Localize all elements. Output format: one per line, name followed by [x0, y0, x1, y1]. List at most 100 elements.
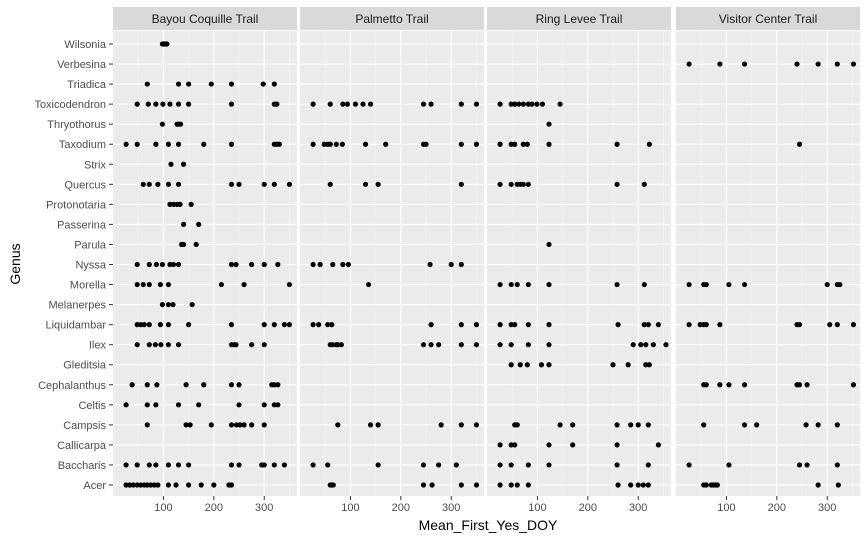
x-axis-title: Mean_First_Yes_DOY — [419, 517, 558, 533]
point-triadica — [208, 81, 214, 87]
point-taxodium — [362, 141, 369, 147]
point-gleditsia — [524, 362, 530, 368]
point-acer — [155, 482, 161, 488]
point-morella — [824, 281, 830, 288]
point-campsis — [261, 422, 267, 428]
point-morella — [286, 281, 293, 288]
point-baccharis — [508, 462, 514, 468]
point-toxicodendron — [134, 101, 140, 107]
point-ilex — [249, 342, 255, 348]
point-acer — [420, 482, 427, 488]
point-melanerpes — [165, 301, 172, 308]
point-acer — [211, 482, 217, 488]
point-baccharis — [726, 462, 732, 468]
point-toxicodendron — [520, 101, 526, 107]
point-baccharis — [453, 462, 459, 468]
point-baccharis — [804, 462, 810, 468]
point-ilex — [158, 342, 164, 348]
y-tick-label: Acer — [83, 480, 106, 492]
point-cephalanthus — [154, 382, 160, 388]
point-passerina — [180, 221, 187, 228]
x-tick-label: 100 — [717, 502, 735, 514]
panel-strip — [113, 7, 297, 30]
y-tick-label: Callicarpa — [57, 440, 107, 452]
point-campsis — [375, 422, 381, 428]
y-axis: Acer Baccharis Callicarpa Campsis Celtis Ceph… — [34, 39, 113, 492]
point-liquidambar — [850, 322, 857, 328]
point-celtis — [153, 402, 159, 408]
point-toxicodendron — [310, 101, 316, 107]
point-protonotaria — [188, 201, 194, 207]
point-toxicodendron — [420, 101, 427, 107]
point-liquidambar — [645, 322, 651, 328]
point-quercus — [520, 181, 526, 187]
point-liquidambar — [186, 322, 192, 328]
point-toxicodendron — [367, 101, 374, 107]
point-morella — [614, 281, 620, 288]
point-baccharis — [236, 462, 242, 468]
point-taxodium — [473, 141, 480, 147]
point-quercus — [362, 181, 369, 187]
point-campsis — [514, 422, 520, 428]
point-baccharis — [497, 462, 503, 468]
point-liquidambar — [655, 322, 661, 328]
point-taxodium — [512, 141, 518, 147]
point-toxicodendron — [497, 101, 503, 107]
y-tick-label: Liquidambar — [45, 320, 106, 332]
point-liquidambar — [316, 322, 322, 328]
point-liquidambar — [286, 322, 293, 328]
y-tick-label: Melanerpes — [49, 300, 107, 312]
x-tick-label: 200 — [205, 502, 223, 514]
point-morella — [218, 281, 224, 288]
point-quercus — [641, 181, 647, 187]
point-verbesina — [794, 61, 800, 67]
point-acer — [815, 482, 821, 488]
point-baccharis — [525, 462, 531, 468]
point-strix — [180, 161, 187, 167]
point-baccharis — [546, 462, 552, 468]
y-tick-label: Strix — [84, 159, 107, 171]
point-cephalanthus — [275, 382, 281, 388]
point-taxodium — [276, 141, 282, 147]
point-ilex — [630, 342, 636, 348]
point-liquidambar — [615, 322, 621, 328]
point-ilex — [428, 342, 434, 348]
point-quercus — [286, 181, 293, 187]
point-acer — [228, 482, 235, 488]
point-celtis — [196, 402, 202, 408]
panel-strip-label: Bayou Coquille Trail — [152, 12, 259, 26]
point-baccharis — [165, 462, 172, 468]
point-celtis — [144, 402, 150, 408]
point-nyssa — [261, 261, 267, 268]
point-campsis — [570, 422, 576, 428]
panel-strip-label: Palmetto Trail — [355, 12, 428, 26]
point-toxicodendron — [344, 101, 350, 107]
x-tick-label: 300 — [442, 502, 460, 514]
point-toxicodendron — [352, 101, 359, 107]
x-tick-label: 200 — [392, 502, 410, 514]
point-morella — [241, 281, 247, 288]
point-campsis — [144, 422, 150, 428]
point-campsis — [557, 422, 563, 428]
panel-background — [676, 31, 860, 496]
point-taxodium — [165, 141, 172, 147]
point-morella — [525, 281, 531, 288]
point-triadica — [271, 81, 277, 87]
point-nyssa — [340, 261, 346, 268]
point-toxicodendron — [167, 101, 173, 107]
point-toxicodendron — [274, 101, 280, 107]
point-campsis — [645, 422, 651, 428]
point-toxicodendron — [340, 101, 346, 107]
point-morella — [134, 281, 140, 288]
point-cephalanthus — [804, 382, 810, 388]
point-nyssa — [427, 261, 433, 268]
y-tick-label: Nyssa — [75, 260, 106, 272]
x-tick-label: 100 — [341, 502, 359, 514]
point-acer — [645, 482, 651, 488]
point-liquidambar — [329, 322, 335, 328]
point-morella — [146, 281, 152, 288]
point-toxicodendron — [153, 101, 159, 107]
point-acer — [640, 482, 646, 488]
point-morella — [365, 281, 372, 288]
